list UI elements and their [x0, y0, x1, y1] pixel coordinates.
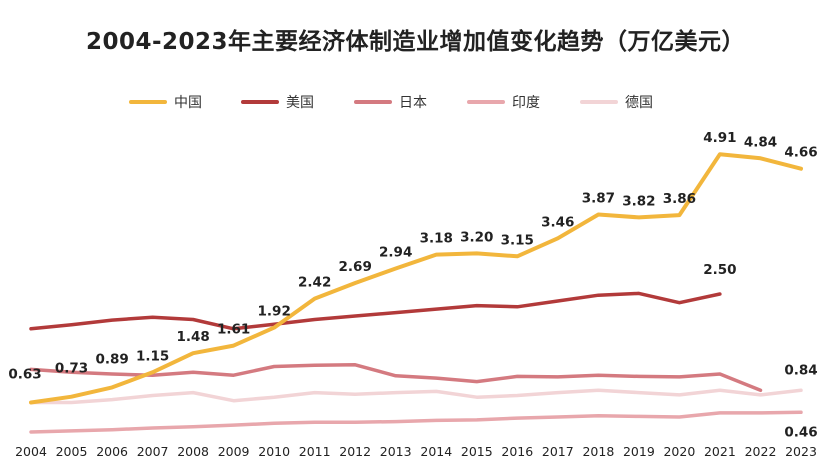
legend-label-1: 中国: [174, 95, 202, 111]
data-label-5: 1.48: [176, 329, 209, 345]
data-label-9: 2.69: [339, 259, 372, 275]
series-line-3: [29, 363, 763, 393]
series-line-4: [29, 410, 803, 434]
x-tick-label-2019: 2019: [623, 444, 655, 459]
x-tick-label-2011: 2011: [299, 444, 331, 459]
x-tick-label-2016: 2016: [501, 444, 533, 459]
x-tick-label-2006: 2006: [96, 444, 128, 459]
series-line-1: [29, 152, 803, 405]
data-label-13: 3.15: [501, 232, 534, 248]
x-tick-label-2008: 2008: [177, 444, 209, 459]
legend-label-3: 日本: [399, 95, 427, 111]
data-label-15: 3.87: [582, 191, 615, 207]
legend-label-4: 印度: [512, 95, 540, 111]
x-tick-label-2015: 2015: [461, 444, 493, 459]
x-tick-label-2017: 2017: [542, 444, 574, 459]
data-label-20: 4.66: [784, 145, 817, 161]
legend-label-5: 德国: [625, 95, 653, 111]
x-tick-label-2004: 2004: [15, 444, 47, 459]
series-line-2: [29, 291, 722, 331]
legend: 中国 美国 日本 印度 德国: [129, 95, 653, 111]
data-label-11: 3.18: [420, 231, 453, 247]
legend-label-2: 美国: [286, 95, 314, 111]
chart-title: 2004-2023年主要经济体制造业增加值变化趋势（万亿美元）: [85, 29, 746, 55]
x-tick-label-2010: 2010: [258, 444, 290, 459]
data-label-14: 3.46: [541, 214, 574, 230]
x-tick-label-2014: 2014: [420, 444, 452, 459]
x-tick-label-2013: 2013: [380, 444, 412, 459]
series-line-5: [29, 388, 803, 405]
data-label-19: 4.84: [744, 134, 777, 150]
data-label-3: 0.89: [95, 351, 128, 367]
data-label-7: 1.92: [258, 304, 291, 320]
data-label-8: 2.42: [298, 275, 331, 291]
x-tick-label-2023: 2023: [785, 444, 817, 459]
data-labels: 0.63 0.73 0.89 1.15 1.48 1.61 1.92 2.42 2.69 2.94…: [8, 130, 817, 440]
data-label-2: 0.73: [55, 361, 88, 377]
series-lines: [29, 152, 803, 434]
x-tick-label-2021: 2021: [704, 444, 736, 459]
x-tick-label-2012: 2012: [339, 444, 371, 459]
data-label-18: 4.91: [703, 130, 736, 146]
data-label-12: 3.20: [460, 229, 493, 245]
data-label-16: 3.82: [622, 193, 655, 209]
data-label-22: 0.84: [784, 362, 817, 378]
x-tick-label-2022: 2022: [745, 444, 777, 459]
x-tick-label-2007: 2007: [137, 444, 169, 459]
data-label-1: 0.63: [8, 367, 41, 383]
x-tick-label-2005: 2005: [56, 444, 88, 459]
x-tick-label-2018: 2018: [582, 444, 614, 459]
data-label-23: 0.46: [784, 424, 817, 440]
data-label-6: 1.61: [217, 322, 250, 338]
data-label-21: 2.50: [703, 262, 736, 278]
data-label-17: 3.86: [663, 191, 696, 207]
data-label-10: 2.94: [379, 245, 412, 261]
x-axis: 2004 2005 2006 2007 2008 2009 2010 2011 2012 2013…: [15, 444, 817, 459]
data-label-4: 1.15: [136, 348, 169, 364]
x-tick-label-2009: 2009: [218, 444, 250, 459]
x-tick-label-2020: 2020: [663, 444, 695, 459]
